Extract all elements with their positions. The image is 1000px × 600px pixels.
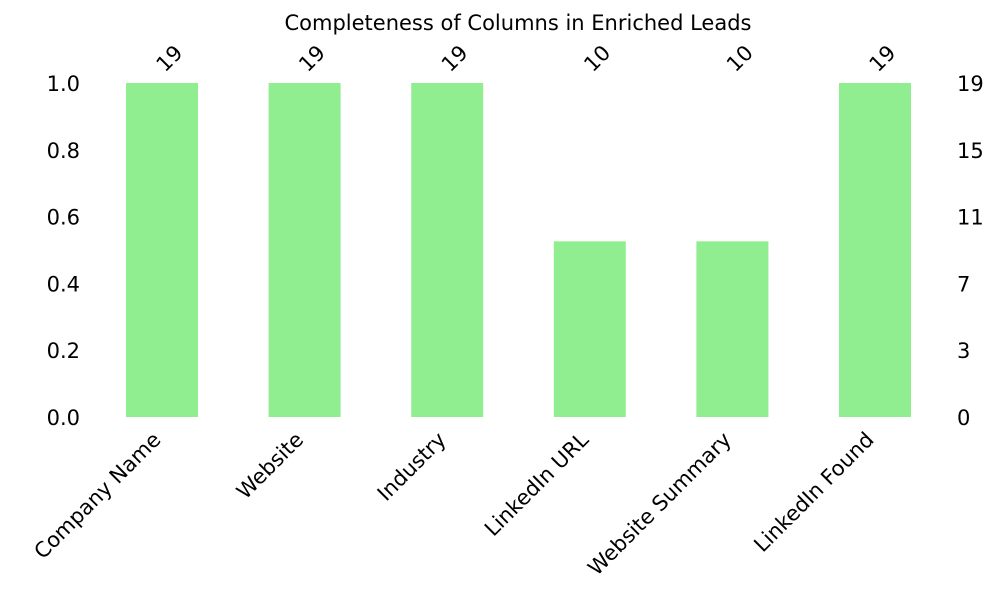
- right-tick-label: 7: [957, 272, 970, 296]
- left-tick-label: 0.2: [47, 339, 80, 363]
- category-label-linkedin-url: LinkedIn URL: [480, 427, 594, 541]
- bar-linkedin-found: [839, 83, 911, 417]
- count-label-linkedin-url: 10: [579, 41, 615, 77]
- bar-website-summary: [696, 241, 769, 417]
- count-label-industry: 19: [437, 41, 473, 77]
- category-label-website: Website: [232, 428, 308, 504]
- count-label-website-summary: 10: [722, 41, 758, 77]
- left-tick-label: 0.4: [47, 272, 80, 296]
- category-tick-labels: Company Name Website Industry LinkedIn URLW…: [29, 427, 878, 580]
- left-tick-label: 1.0: [47, 72, 80, 96]
- chart-title: Completeness of Columns in Enriched Lead…: [285, 11, 752, 35]
- bars-group: [126, 83, 911, 417]
- left-axis-tick-labels: 0.0 0.2 0.4 0.6 0.8 1.0: [47, 72, 80, 430]
- count-label-website: 19: [294, 41, 330, 77]
- right-tick-label: 0: [957, 406, 970, 430]
- count-label-linkedin-found: 19: [865, 41, 901, 77]
- right-axis-tick-labels: 0 3 7 11 15 19: [957, 72, 984, 430]
- right-tick-label: 11: [957, 206, 984, 230]
- right-tick-label: 3: [957, 339, 970, 363]
- bar-industry: [411, 83, 484, 417]
- category-label-linkedin-found: LinkedIn Found: [749, 428, 878, 557]
- right-tick-label: 19: [957, 72, 984, 96]
- category-label-website-summary: Website Summary: [583, 428, 736, 581]
- left-tick-label: 0.8: [47, 139, 80, 163]
- right-tick-label: 15: [957, 139, 984, 163]
- bar-linkedin-url: [553, 241, 626, 417]
- count-label-company-name: 19: [152, 41, 188, 77]
- bar-website: [268, 83, 341, 417]
- category-label-industry: Industry: [373, 428, 451, 506]
- left-tick-label: 0.0: [47, 406, 80, 430]
- category-label-company-name: Company Name: [29, 428, 165, 564]
- bar-count-labels: 19 19 19 10 10 19: [152, 41, 901, 77]
- left-tick-label: 0.6: [47, 206, 80, 230]
- bar-company-name: [126, 83, 198, 417]
